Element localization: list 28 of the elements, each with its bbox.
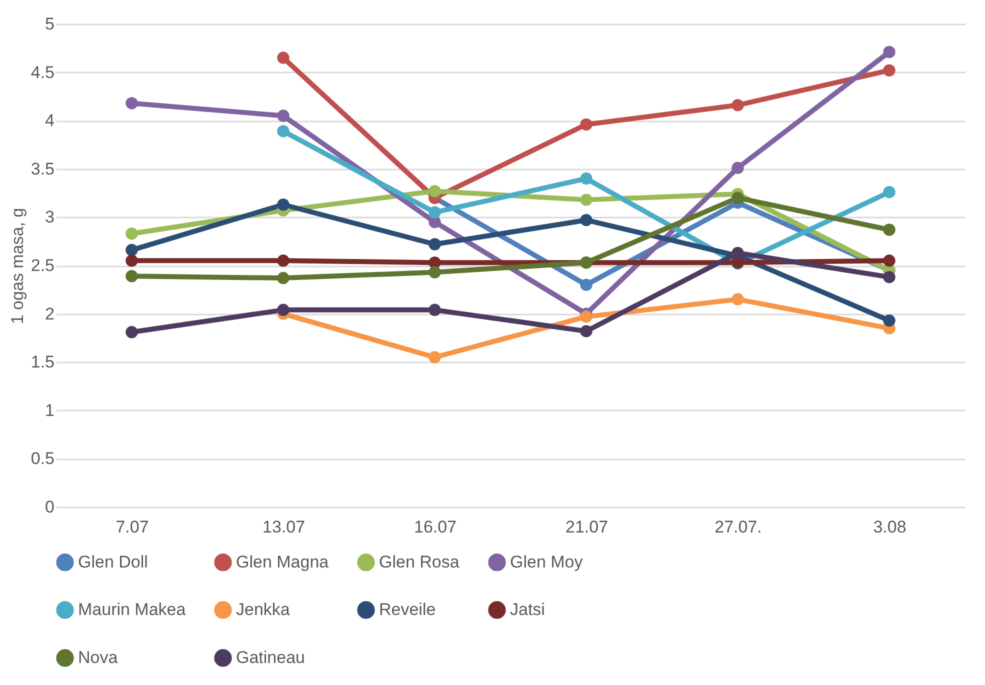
y-tick-label: 1 xyxy=(45,400,54,420)
legend-label: Nova xyxy=(78,648,118,667)
y-axis-title: 1 ogas masa, g xyxy=(8,208,27,324)
legend-label: Glen Moy xyxy=(510,552,584,572)
legend-label: Maurin Makea xyxy=(78,600,186,619)
y-tick-label: 2.5 xyxy=(30,256,54,275)
legend-label: Jenkka xyxy=(236,600,290,619)
y-tick-label: 2 xyxy=(45,304,54,324)
x-tick-label: 3.08 xyxy=(873,518,906,536)
legend-label: Glen Rosa xyxy=(379,552,460,572)
legend-label: Glen Magna xyxy=(236,552,330,572)
y-tick-label: 3.5 xyxy=(30,159,54,178)
y-tick-label: 0.5 xyxy=(30,449,54,468)
y-tick-label: 1.5 xyxy=(30,352,54,372)
y-tick-label: 0 xyxy=(45,498,54,516)
y-tick-label: 3 xyxy=(45,208,54,227)
x-tick-label: 27.07. xyxy=(714,518,762,536)
y-tick-label: 4 xyxy=(45,111,54,130)
x-tick-label: 21.07 xyxy=(565,518,608,536)
legend-label: Glen Doll xyxy=(78,552,148,572)
legend-label: Gatineau xyxy=(236,648,305,667)
y-tick-label: 4.5 xyxy=(30,62,54,82)
y-tick-label: 5 xyxy=(45,14,54,34)
x-tick-label: 7.07 xyxy=(116,518,149,536)
legend-label: Reveile xyxy=(379,600,436,619)
x-tick-label: 13.07 xyxy=(262,518,306,536)
x-tick-label: 16.07 xyxy=(414,518,457,536)
legend-label: Jatsi xyxy=(510,600,545,619)
